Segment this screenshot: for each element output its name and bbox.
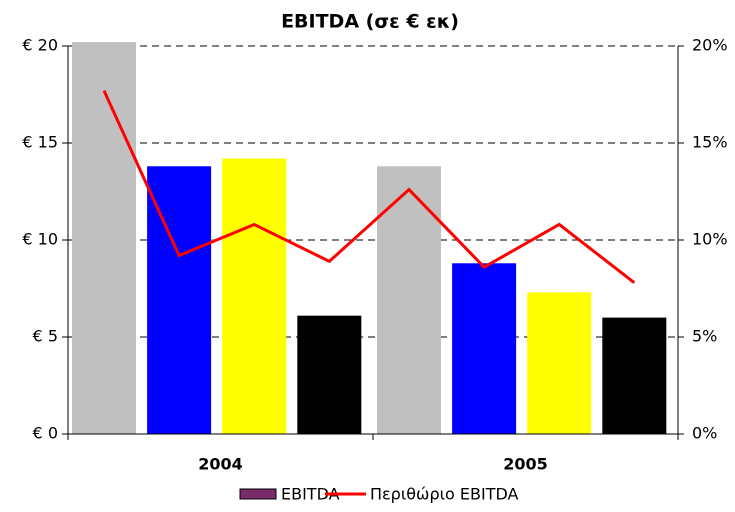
y2-tick-label: 0% (692, 424, 717, 443)
y-tick-label: € 20 (22, 36, 58, 55)
bar (527, 292, 592, 434)
bar (452, 263, 517, 434)
bar (377, 166, 441, 434)
y-tick-label: € 15 (22, 133, 58, 152)
y2-tick-label: 10% (692, 230, 728, 249)
chart-title: EBITDA (σε € εκ) (281, 11, 459, 33)
y-tick-label: € 5 (33, 327, 58, 346)
y-tick-label: € 10 (22, 230, 58, 249)
y2-tick-label: 20% (692, 36, 728, 55)
legend-label: EBITDA (281, 485, 340, 504)
x-group-label: 2005 (503, 455, 548, 474)
bar (222, 158, 287, 434)
bar (297, 315, 362, 434)
bar (602, 317, 667, 434)
bar (72, 42, 136, 435)
legend-swatch (239, 488, 277, 500)
y-tick-label: € 0 (33, 424, 58, 443)
legend-label: Περιθώριο EBITDA (370, 485, 519, 504)
x-group-label: 2004 (198, 455, 243, 474)
y2-tick-label: 5% (692, 327, 717, 346)
y2-tick-label: 15% (692, 133, 728, 152)
margin-line (102, 89, 636, 284)
